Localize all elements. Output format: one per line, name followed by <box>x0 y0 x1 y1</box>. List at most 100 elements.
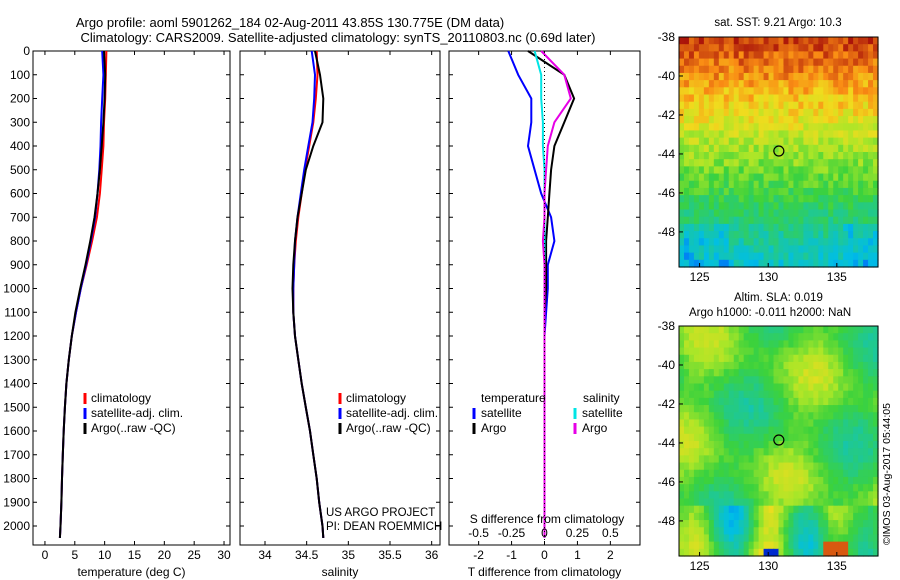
sla-map-cell <box>858 333 864 341</box>
sla-map-cell <box>813 441 819 449</box>
sla-map-cell <box>703 405 710 413</box>
sst-map-cell <box>698 187 705 196</box>
sla-map-cell <box>688 412 695 421</box>
sla-map-cell <box>803 498 809 507</box>
sst-map-cell <box>858 144 864 153</box>
sla-map-cell <box>748 520 755 528</box>
sla-map-cell <box>828 548 834 557</box>
sst-map-cell <box>773 187 780 196</box>
sst-map-cell <box>823 252 829 261</box>
sla-map-cell <box>853 448 859 456</box>
sst-map-cell <box>808 94 814 103</box>
sst-map-cell <box>688 58 695 67</box>
sla-map-cell <box>843 484 849 492</box>
sla-map-cell <box>679 426 685 435</box>
sla-map-cell <box>768 369 775 377</box>
salinity-xtick-label: 34 <box>258 548 272 562</box>
sst-map-cell <box>858 238 864 247</box>
sst-map-cell <box>733 180 740 189</box>
sla-map-cell <box>833 405 839 413</box>
sst-map-cell <box>733 72 740 81</box>
sla-map-cell <box>823 347 829 356</box>
sst-map-cell <box>698 238 705 247</box>
sla-map-cell <box>798 333 804 341</box>
sla-map-cell <box>733 441 740 449</box>
depth-tick-label: 300 <box>10 115 30 129</box>
sst-map-cell <box>738 238 745 247</box>
sla-map-cell <box>833 541 839 550</box>
sst-map-cell <box>843 216 849 225</box>
sla-map-cell <box>808 361 814 370</box>
sst-map-cell <box>813 116 819 124</box>
sst-map-cell <box>758 152 765 160</box>
sst-map-cell <box>868 65 874 74</box>
sla-map-cell <box>838 354 844 363</box>
sla-map-cell <box>708 354 715 363</box>
sst-map-cell <box>688 238 695 247</box>
sla-map-cell <box>828 433 834 442</box>
sst-map-cell <box>728 216 735 225</box>
sst-map-cell <box>733 44 740 52</box>
sla-map-cell <box>773 340 780 349</box>
sla-map-cell <box>853 520 859 528</box>
sla-map-cell <box>848 498 854 507</box>
sst-map-cell <box>838 80 844 88</box>
sst-map-cell <box>763 37 770 45</box>
sst-map-cell <box>773 195 780 203</box>
sst-map-cell <box>853 94 859 103</box>
sst-map-cell <box>853 65 859 74</box>
sla-map-cell <box>753 433 760 442</box>
sst-map-cell <box>808 173 814 182</box>
sla-map-cell <box>688 484 695 492</box>
sst-map-cell <box>708 87 715 96</box>
sst-map-cell <box>808 216 814 225</box>
sst-map-cell <box>808 238 814 247</box>
sst-map-cell <box>863 166 869 175</box>
sla-map-cell <box>693 527 700 536</box>
sla-map-cell <box>763 520 770 528</box>
sla-map-cell <box>703 383 710 392</box>
sst-map-cell <box>743 94 750 103</box>
sst-map-cell <box>763 173 770 182</box>
sst-map-cell <box>733 94 740 103</box>
sla-map-cell <box>863 333 869 341</box>
sst-map-cell <box>768 137 775 146</box>
sla-map-cell <box>818 340 824 349</box>
sla-map-cell <box>688 383 695 392</box>
sst-map-cell <box>773 37 780 45</box>
sst-map-cell <box>788 65 795 74</box>
sla-map-cell <box>848 426 854 435</box>
sst-map-cell <box>783 72 790 81</box>
sst-map-cell <box>698 173 705 182</box>
sst-map-cell <box>733 195 740 203</box>
sst-map-cell <box>783 94 790 103</box>
sst-map-cell <box>753 80 760 88</box>
sla-map-cell <box>708 448 715 456</box>
sla-map-cell <box>863 412 869 421</box>
sst-map-cell <box>768 223 775 232</box>
sst-map-cell <box>773 137 780 146</box>
sst-map-cell <box>708 123 715 132</box>
sst-map-cell <box>733 130 740 139</box>
sst-map-cell <box>798 130 804 139</box>
sla-map-cell <box>693 455 700 464</box>
sst-map-cell <box>823 195 829 203</box>
sla-map-cell <box>713 383 720 392</box>
sst-map-cell <box>808 144 814 153</box>
sst-map-cell <box>778 259 785 268</box>
sla-map-cell <box>713 476 720 485</box>
sla-map-cell <box>693 397 700 406</box>
sla-map-cell <box>873 491 879 500</box>
sst-map-cell <box>783 144 790 153</box>
sst-map-cell <box>783 245 790 254</box>
sla-map-cell <box>773 469 780 478</box>
sla-map-cell <box>768 505 775 514</box>
sst-map-cell <box>868 94 874 103</box>
sla-map-cell <box>798 462 804 471</box>
sla-map-cell <box>738 419 745 428</box>
sla-map-cell <box>798 541 804 550</box>
sla-map-cell <box>763 455 770 464</box>
sla-map-cell <box>679 326 685 334</box>
sst-map-cell <box>858 58 864 67</box>
sla-map-cell <box>763 383 770 392</box>
